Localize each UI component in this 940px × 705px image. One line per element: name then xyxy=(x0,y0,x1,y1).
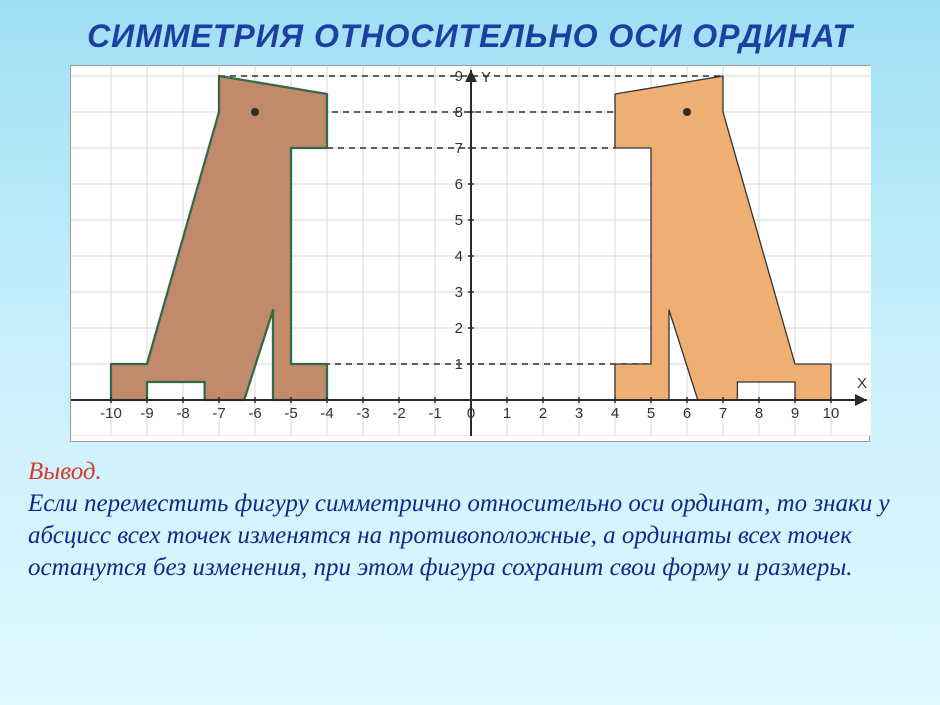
svg-text:2: 2 xyxy=(455,320,463,337)
svg-text:6: 6 xyxy=(455,176,463,193)
conclusion-body: Если переместить фигуру симметрично отно… xyxy=(28,490,890,581)
svg-text:5: 5 xyxy=(647,405,655,422)
svg-text:1: 1 xyxy=(455,356,463,373)
svg-text:8: 8 xyxy=(755,405,763,422)
svg-text:4: 4 xyxy=(455,248,463,265)
svg-text:7: 7 xyxy=(455,140,463,157)
svg-text:3: 3 xyxy=(455,284,463,301)
svg-text:Y: Y xyxy=(481,69,491,86)
svg-text:-9: -9 xyxy=(140,405,153,422)
svg-text:1: 1 xyxy=(503,405,511,422)
svg-text:10: 10 xyxy=(823,405,840,422)
page-title: СИММЕТРИЯ ОТНОСИТЕЛЬНО ОСИ ОРДИНАТ xyxy=(0,0,940,65)
svg-text:3: 3 xyxy=(575,405,583,422)
svg-text:6: 6 xyxy=(683,405,691,422)
svg-text:-5: -5 xyxy=(284,405,297,422)
svg-text:-10: -10 xyxy=(100,405,122,422)
svg-text:8: 8 xyxy=(455,104,463,121)
conclusion-block: Вывод. Если переместить фигуру симметрич… xyxy=(0,442,940,594)
svg-text:7: 7 xyxy=(719,405,727,422)
svg-text:-3: -3 xyxy=(356,405,369,422)
svg-text:2: 2 xyxy=(539,405,547,422)
svg-text:-1: -1 xyxy=(428,405,441,422)
chart-svg: XY-10-9-8-7-6-5-4-3-2-101234567891012345… xyxy=(71,66,871,436)
svg-text:9: 9 xyxy=(791,405,799,422)
svg-text:-2: -2 xyxy=(392,405,405,422)
svg-text:-6: -6 xyxy=(248,405,261,422)
svg-text:-8: -8 xyxy=(176,405,189,422)
conclusion-lead: Вывод. xyxy=(28,458,102,485)
svg-text:-4: -4 xyxy=(320,405,333,422)
svg-text:5: 5 xyxy=(455,212,463,229)
svg-text:4: 4 xyxy=(611,405,619,422)
symmetry-chart: XY-10-9-8-7-6-5-4-3-2-101234567891012345… xyxy=(70,65,870,442)
svg-text:X: X xyxy=(857,375,867,392)
svg-text:0: 0 xyxy=(467,405,475,422)
svg-text:9: 9 xyxy=(455,68,463,85)
svg-text:-7: -7 xyxy=(212,405,225,422)
